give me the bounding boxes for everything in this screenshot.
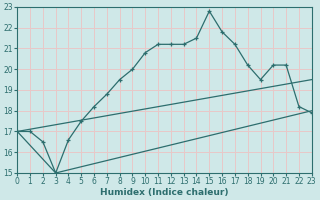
X-axis label: Humidex (Indice chaleur): Humidex (Indice chaleur) (100, 188, 229, 197)
